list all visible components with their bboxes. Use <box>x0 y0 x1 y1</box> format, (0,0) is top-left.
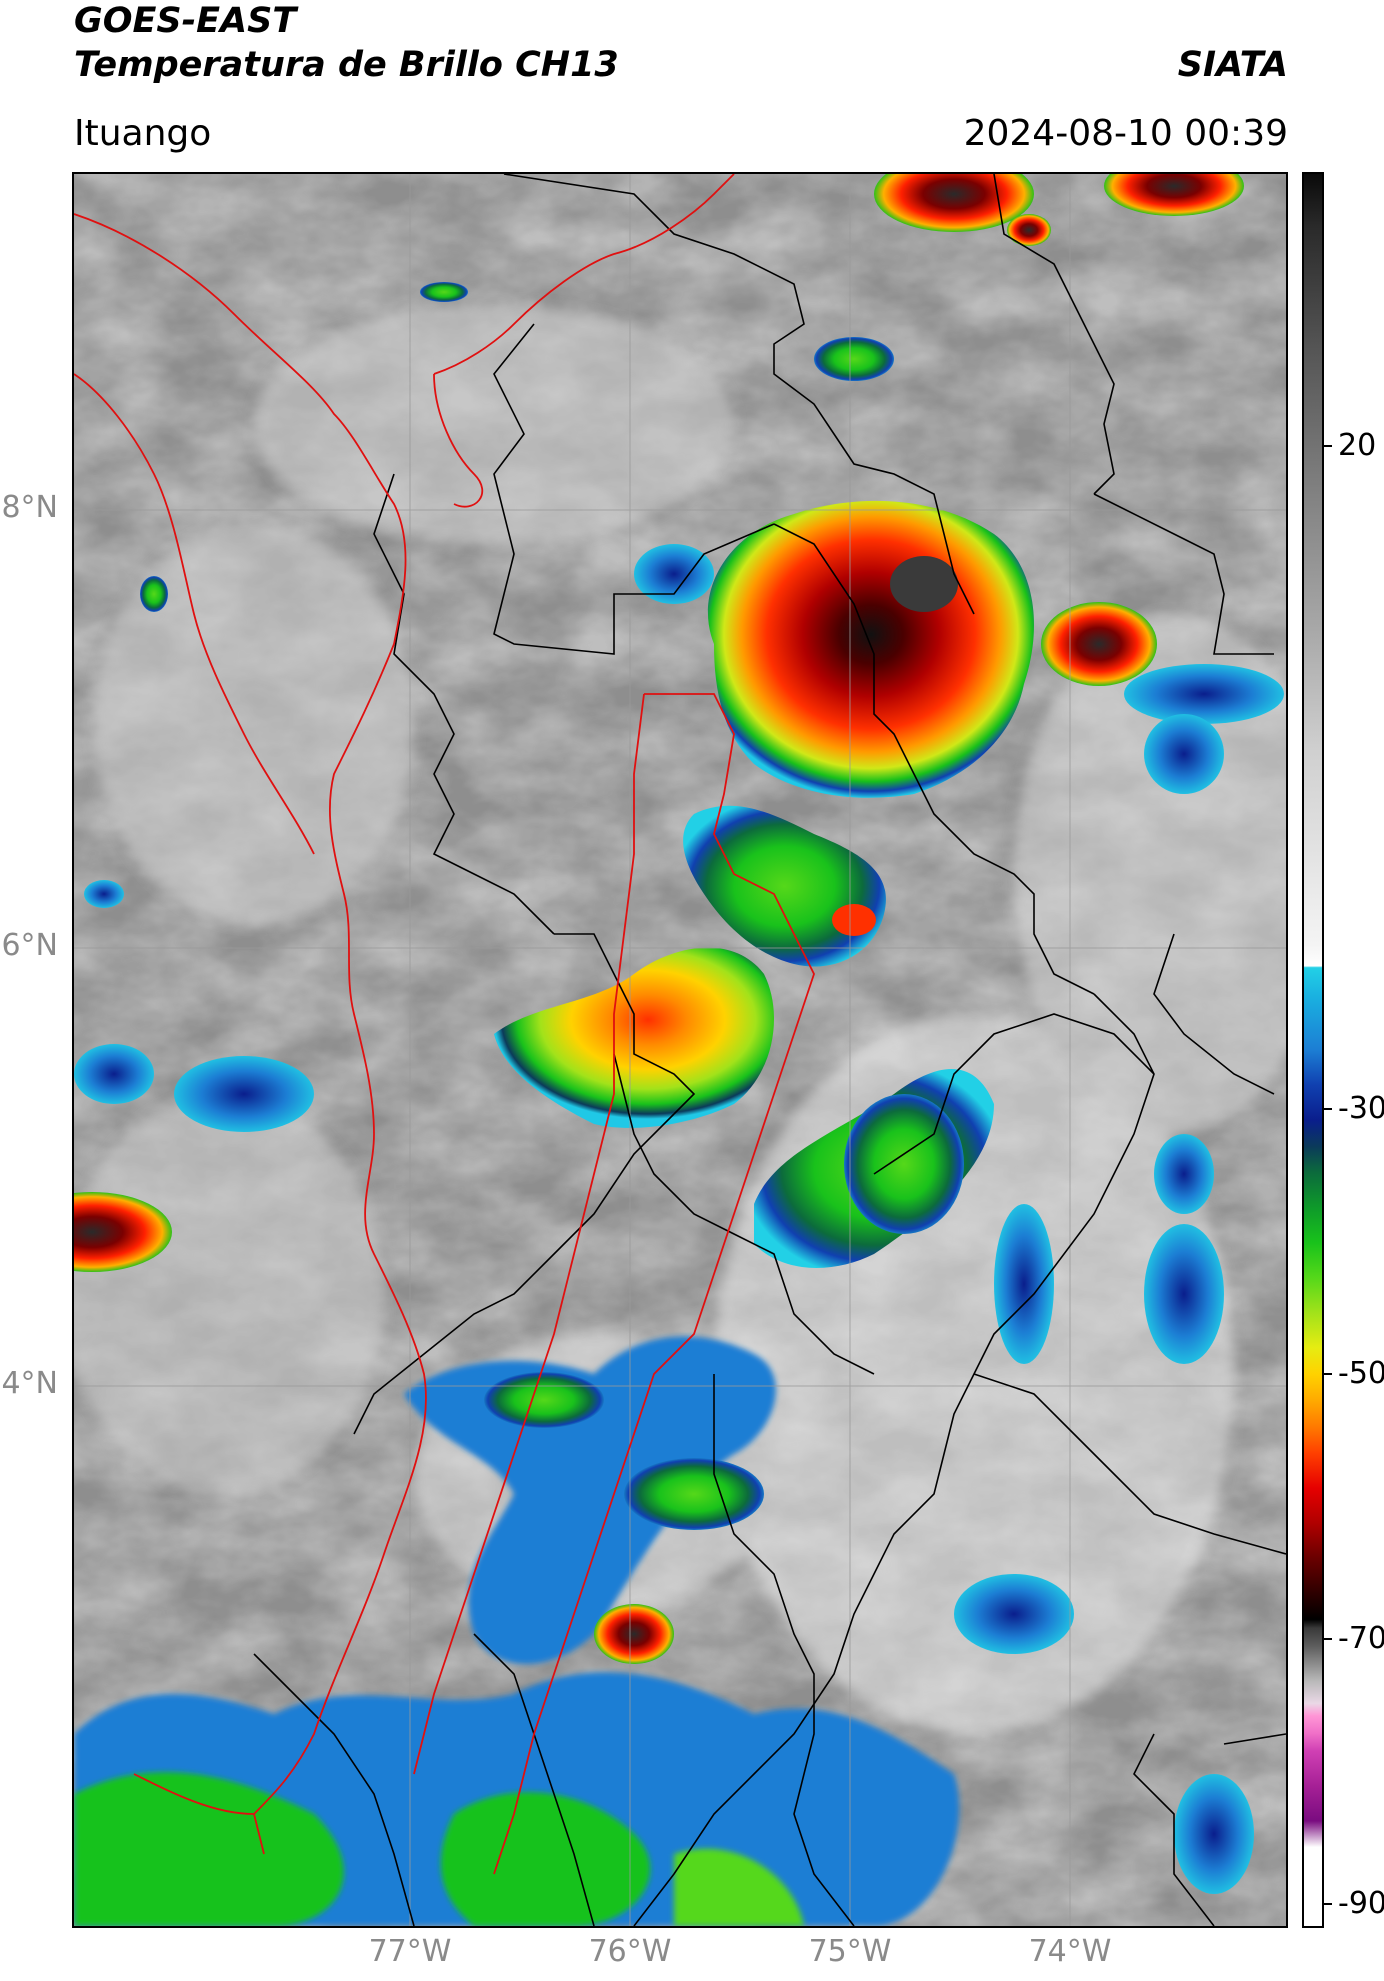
colorbar-label-minus70: -70 <box>1338 1621 1384 1656</box>
lon-tick-76w: 76°W <box>588 1934 672 1969</box>
lat-tick-8n: 8°N <box>1 490 58 525</box>
international-borders <box>74 174 815 1875</box>
colorbar-tick-mark <box>1322 1638 1332 1640</box>
lon-tick-75w: 75°W <box>808 1934 892 1969</box>
title-line-1: GOES-EAST <box>74 1 297 41</box>
temperature-colorbar <box>1302 172 1324 1928</box>
convective-cells <box>74 174 1284 1926</box>
satellite-map[interactable] <box>72 172 1288 1928</box>
map-canvas <box>74 174 1286 1926</box>
colorbar-label-minus30: -30 <box>1338 1091 1384 1126</box>
colorbar-tick-mark <box>1322 1903 1332 1905</box>
organization-label: SIATA <box>1177 45 1288 85</box>
colorbar-tick-mark <box>1322 445 1332 447</box>
lon-tick-77w: 77°W <box>368 1934 452 1969</box>
colorbar-tick-mark <box>1322 1108 1332 1110</box>
lon-tick-74w: 74°W <box>1028 1934 1112 1969</box>
lat-tick-4n: 4°N <box>1 1366 58 1401</box>
datetime-label: 2024-08-10 00:39 <box>963 113 1288 154</box>
lat-tick-6n: 6°N <box>1 928 58 963</box>
department-borders <box>253 174 1286 1926</box>
graticule <box>74 174 1286 1926</box>
title-line-2: Temperatura de Brillo CH13 <box>74 45 619 85</box>
colorbar-label-20: 20 <box>1338 428 1377 463</box>
colorbar-label-minus50: -50 <box>1338 1356 1384 1391</box>
colorbar-tick-mark <box>1322 1373 1332 1375</box>
location-label: Ituango <box>74 113 212 154</box>
colorbar-label-minus90: -90 <box>1338 1886 1384 1921</box>
